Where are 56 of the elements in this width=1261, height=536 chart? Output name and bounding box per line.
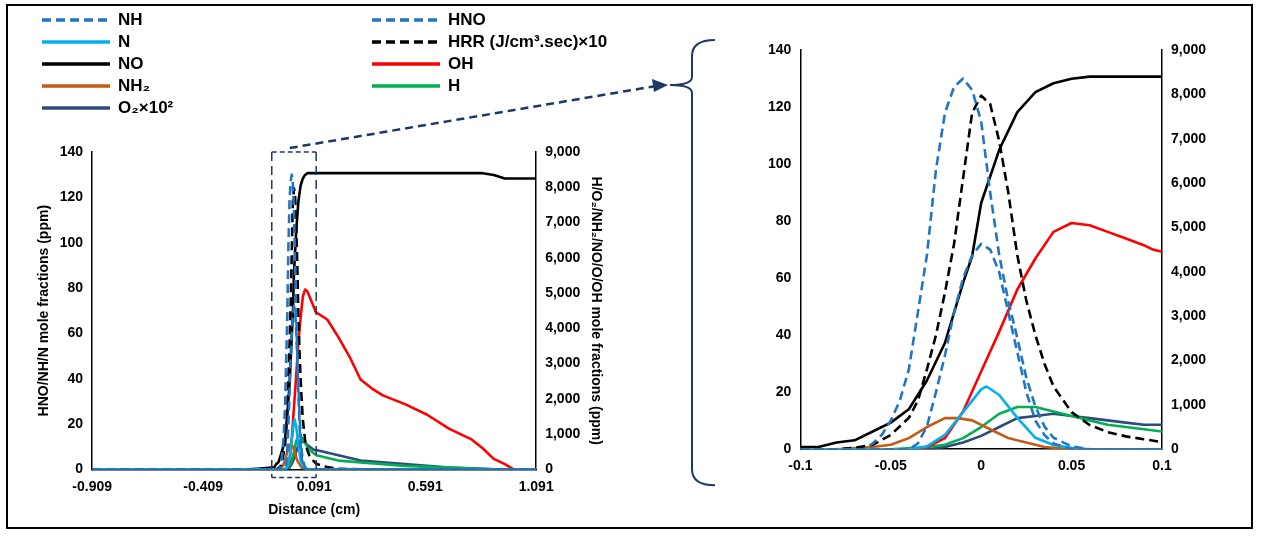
y-tick-label: 20: [67, 414, 84, 431]
y-tick-label: 140: [768, 40, 792, 57]
y-tick-label: 40: [67, 369, 84, 386]
legend-label: NH: [118, 9, 143, 30]
y-tick-label: 60: [67, 324, 84, 341]
y2-tick-label: 3,000: [545, 354, 581, 371]
y-tick-label: 120: [768, 97, 792, 114]
x-tick-label: -0.409: [183, 477, 224, 494]
y2-tick-label: 1,000: [1170, 395, 1207, 412]
y-tick-label: 40: [775, 326, 792, 342]
y-tick-label: 20: [775, 383, 792, 400]
y2-tick-label: 7,000: [1170, 129, 1207, 146]
y2-tick-label: 6,000: [1170, 173, 1207, 190]
x-tick-label: 0.091: [296, 477, 332, 494]
x-axis-title: Distance (cm): [268, 501, 361, 518]
y2-tick-label: 1,000: [545, 424, 581, 441]
x-tick-label: -0.909: [72, 477, 113, 494]
legend-label: NO: [118, 53, 144, 74]
y2-tick-label: 5,000: [545, 283, 581, 300]
y2-axis-title: H/O₂/NH₂/NO/O/OH mole fractions (ppm): [588, 176, 605, 445]
legend-label: H: [448, 75, 461, 96]
legend-label: HRR (J/cm³.sec)×10: [448, 31, 608, 52]
y-tick-label: 80: [67, 278, 84, 295]
y2-tick-label: 8,000: [545, 178, 581, 195]
y2-tick-label: 3,000: [1170, 306, 1207, 323]
y-tick-label: 120: [59, 188, 84, 205]
x-tick-label: 0.05: [1057, 457, 1086, 474]
x-tick-label: -0.05: [874, 457, 907, 474]
y2-tick-label: 9,000: [545, 142, 581, 159]
x-tick-label: 1.091: [518, 477, 554, 494]
y2-tick-label: 2,000: [545, 389, 581, 406]
y2-tick-label: 7,000: [545, 213, 581, 230]
y-axis-title: HNO/NH/N mole fractions (ppm): [35, 204, 52, 417]
y2-tick-label: 4,000: [545, 319, 581, 336]
y2-tick-label: 6,000: [545, 248, 581, 265]
y-tick-label: 80: [775, 211, 792, 228]
legend-label: NH₂: [118, 75, 151, 96]
y2-tick-label: 4,000: [1170, 262, 1207, 279]
y-tick-label: 0: [783, 440, 792, 457]
y-tick-label: 140: [59, 142, 84, 159]
legend-label: N: [118, 31, 131, 52]
x-tick-label: 0.1: [1152, 457, 1172, 474]
y-tick-label: 100: [768, 154, 792, 171]
y2-tick-label: 9,000: [1170, 40, 1207, 57]
x-tick-label: -0.1: [788, 457, 813, 474]
y2-tick-label: 2,000: [1170, 351, 1207, 368]
y2-tick-label: 5,000: [1170, 218, 1207, 235]
legend-label: O₂×10²: [118, 97, 174, 118]
y-tick-label: 60: [775, 268, 792, 285]
legend-label: HNO: [448, 9, 486, 30]
y-tick-label: 100: [59, 233, 84, 250]
y2-tick-label: 8,000: [1170, 85, 1207, 102]
x-tick-label: 0: [977, 457, 986, 474]
x-tick-label: 0.591: [407, 477, 443, 494]
y2-tick-label: 0: [1170, 440, 1179, 457]
legend-label: OH: [448, 53, 474, 74]
